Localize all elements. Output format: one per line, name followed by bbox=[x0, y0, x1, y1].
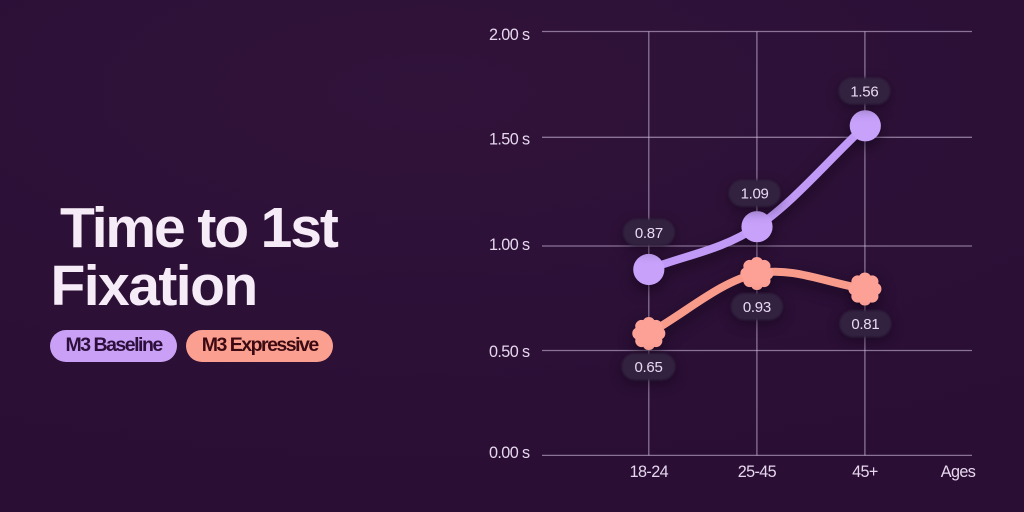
svg-text:25-45: 25-45 bbox=[738, 463, 777, 481]
svg-text:0.93: 0.93 bbox=[743, 299, 771, 316]
svg-text:2.00 s: 2.00 s bbox=[489, 26, 530, 44]
svg-text:0.00 s: 0.00 s bbox=[489, 444, 530, 462]
svg-text:0.87: 0.87 bbox=[635, 225, 663, 242]
svg-text:1.56: 1.56 bbox=[850, 84, 878, 101]
svg-text:0.81: 0.81 bbox=[851, 316, 879, 333]
svg-text:0.50 s: 0.50 s bbox=[489, 343, 530, 361]
svg-text:1.09: 1.09 bbox=[741, 186, 769, 203]
svg-text:18-24: 18-24 bbox=[630, 463, 669, 481]
svg-text:45+: 45+ bbox=[852, 463, 878, 481]
svg-text:Ages: Ages bbox=[941, 463, 976, 481]
svg-text:1.50 s: 1.50 s bbox=[489, 130, 530, 148]
svg-text:0.65: 0.65 bbox=[635, 359, 663, 376]
svg-text:1.00 s: 1.00 s bbox=[489, 236, 530, 254]
